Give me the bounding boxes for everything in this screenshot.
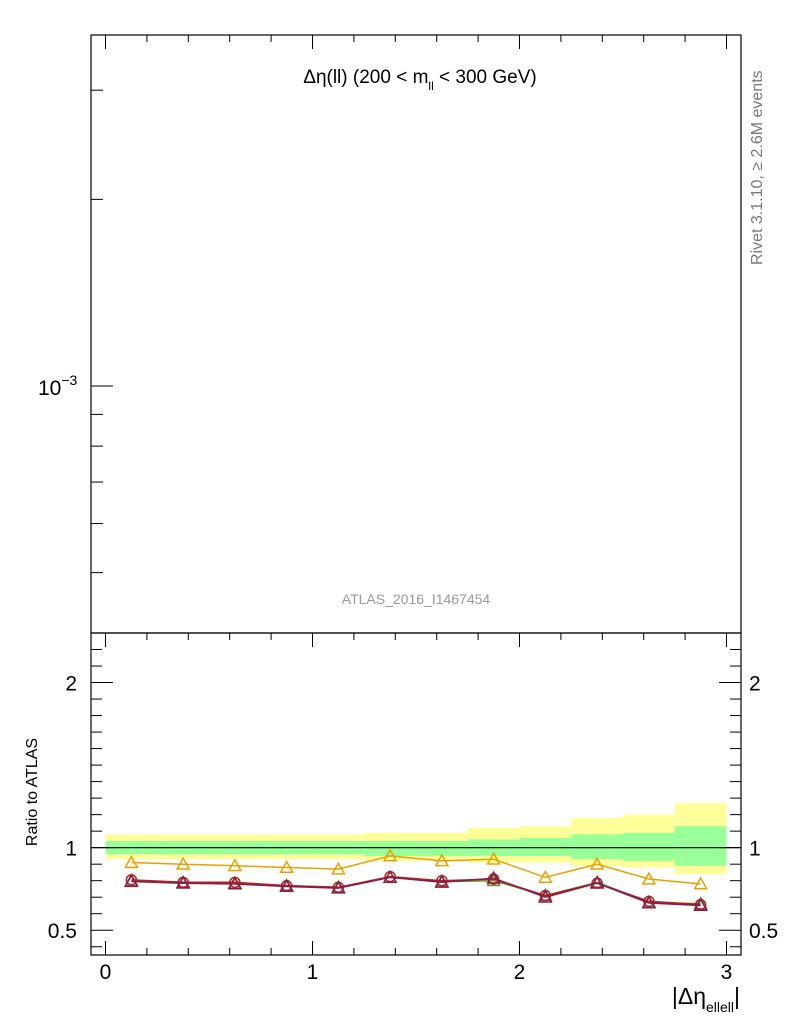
series-point: [124, 854, 139, 869]
series-point: [486, 851, 501, 865]
series-point: [538, 869, 553, 883]
series-point: [589, 875, 605, 889]
ratio-axis-ticks: 0 1 2 3 0.5 0.5 1 1 2 2: [48, 633, 778, 984]
ratio-y-axis-label: Ratio to ATLAS: [24, 738, 41, 846]
series-line: [131, 855, 701, 885]
series-point: [227, 876, 243, 890]
series-point: [434, 853, 450, 867]
inner-band-bin: [519, 837, 572, 856]
analysis-watermark: ATLAS_2016_I1467454: [342, 591, 491, 607]
series-point: [693, 896, 708, 910]
series-point: [382, 848, 398, 862]
ratio-panel-frame: [90, 632, 742, 956]
inner-band-bin: [571, 834, 624, 860]
inner-band-bin: [674, 826, 727, 866]
uncertainty-bands: [105, 803, 727, 875]
main-y-tick-label: 10−3: [38, 372, 78, 400]
ratio-y-right-tick-label: 2: [749, 673, 761, 696]
main-panel-frame: [90, 34, 742, 634]
series-point: [641, 895, 657, 909]
ratio-y-tick-label: 1: [65, 838, 77, 861]
ratio-y-tick-label: 2: [65, 673, 77, 696]
x-tick-label: 1: [307, 961, 319, 984]
rivet-version-note: Rivet 3.1.10, ≥ 2.6M events: [749, 70, 766, 265]
series-point: [175, 875, 191, 889]
series-point: [589, 856, 605, 870]
x-tick-label: 0: [100, 961, 112, 984]
ratio-y-right-tick-label: 0.5: [749, 920, 778, 943]
series-point: [175, 856, 191, 870]
series-point: [279, 878, 294, 893]
series-point: [382, 869, 398, 883]
x-axis-label: |Δηellell|: [672, 983, 740, 1015]
ratio-series: [124, 848, 708, 912]
series-point: [434, 874, 450, 888]
series-point: [331, 861, 346, 875]
x-tick-label: 2: [514, 961, 526, 984]
series-point: [279, 859, 294, 874]
series-point: [641, 871, 657, 885]
ratio-y-right-tick-label: 1: [749, 838, 761, 861]
series-point: [693, 897, 708, 912]
x-tick-label: 3: [721, 961, 733, 984]
series-point: [693, 876, 708, 890]
series-point: [538, 889, 553, 903]
series-point: [227, 858, 243, 872]
series-point: [331, 880, 346, 894]
series-point: [486, 870, 501, 884]
main-title: Δη(ll) (200 < mll < 300 GeV): [303, 67, 536, 93]
series-point: [124, 873, 139, 888]
series-line: [131, 876, 701, 907]
inner-band-bin: [416, 841, 468, 856]
main-axis-ticks: [91, 35, 728, 574]
ratio-y-tick-label: 0.5: [48, 920, 77, 943]
inner-band-bin: [623, 832, 675, 861]
